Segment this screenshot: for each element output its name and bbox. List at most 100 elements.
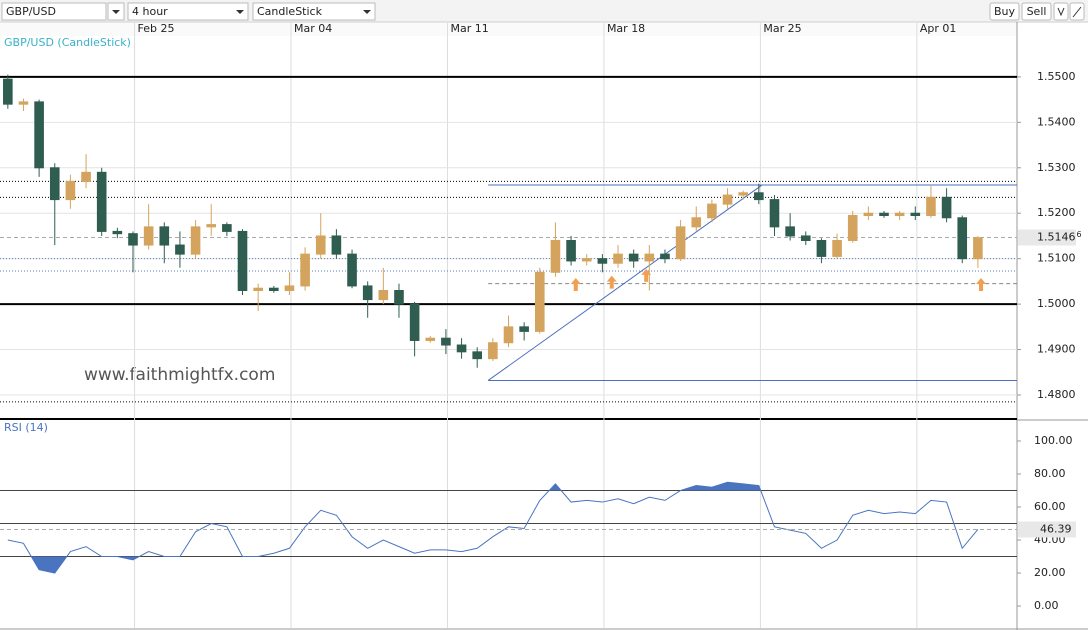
candle-body	[128, 233, 138, 246]
candle-body	[49, 167, 60, 201]
candle-body	[847, 215, 858, 241]
candle-body	[237, 230, 248, 291]
x-tick-label: Mar 04	[294, 22, 332, 35]
candle-body	[769, 199, 780, 228]
arrow-marker	[570, 277, 581, 291]
x-tick-label: Mar 18	[607, 22, 645, 35]
sell-label[interactable]: Sell	[1027, 5, 1047, 18]
y-tick-label: 1.5200	[1037, 206, 1076, 219]
candle-body	[707, 203, 717, 219]
indicator-button[interactable]	[1053, 2, 1069, 21]
candle-body	[519, 326, 529, 332]
candle-body	[660, 253, 670, 260]
candle-body	[691, 217, 702, 228]
candle-body	[315, 235, 326, 255]
rsi-title: RSI (14)	[4, 421, 48, 434]
candle-body	[613, 253, 623, 264]
trend-line	[487, 184, 763, 381]
buy-button[interactable]	[989, 2, 1020, 21]
y-tick-label: 20.00	[1034, 566, 1066, 579]
candle-body	[34, 101, 44, 169]
candle-body	[362, 285, 373, 301]
x-tick-label: Feb 25	[138, 22, 175, 35]
y-tick-label: 0.00	[1034, 599, 1059, 612]
candle-body	[785, 226, 795, 237]
y-tick-label: 1.4800	[1037, 388, 1076, 401]
rsi-current-label: 46.39	[1040, 522, 1072, 535]
y-tick-label: 1.5100	[1037, 252, 1076, 265]
timeframe-select[interactable]	[127, 2, 249, 21]
candle-body	[3, 78, 13, 105]
arrow-marker	[606, 275, 617, 289]
candle-body	[112, 230, 123, 235]
candle-body	[175, 244, 185, 255]
chart-type-select[interactable]	[252, 2, 376, 21]
candle-body	[472, 351, 483, 360]
candle-body	[581, 258, 592, 262]
dropdown-arrow	[112, 10, 120, 14]
symbol-box[interactable]	[1, 2, 107, 21]
candle-body	[18, 101, 29, 105]
candle-body	[65, 180, 76, 201]
candle-body	[894, 212, 905, 217]
candle-body	[159, 226, 170, 246]
candle-body	[597, 258, 608, 264]
candle-body	[284, 285, 295, 291]
sell-button[interactable]	[1021, 2, 1052, 21]
candle-body	[910, 212, 921, 217]
indicator-icon	[1057, 7, 1065, 17]
y-tick-label: 100.00	[1034, 434, 1073, 447]
candle-body	[206, 224, 217, 228]
candle-body	[378, 289, 389, 301]
rsi-line	[7, 481, 979, 574]
candle-body	[143, 226, 154, 246]
rsi-overbought-fill	[549, 482, 761, 491]
candle-body	[722, 194, 733, 205]
x-tick-label: Mar 25	[763, 22, 801, 35]
candle-body	[738, 192, 748, 196]
candle-body	[973, 237, 983, 260]
candle-body	[926, 196, 936, 217]
symbol[interactable]: GBP/USD	[6, 5, 56, 18]
candle-body	[863, 212, 874, 217]
candle-body	[628, 253, 639, 262]
current-price-label: 1.5146	[1037, 230, 1076, 243]
buy-label[interactable]: Buy	[994, 5, 1016, 18]
candle-body	[96, 171, 107, 232]
timeframe[interactable]: 4 hour	[132, 5, 168, 18]
dropdown-arrow	[363, 10, 371, 14]
candle-body	[957, 217, 968, 260]
candle-body	[81, 171, 91, 182]
x-tick-label: Mar 11	[450, 22, 488, 35]
candle-body	[456, 344, 467, 353]
candle-body	[941, 196, 952, 219]
arrow-marker	[976, 277, 987, 291]
dropdown-arrow	[236, 10, 244, 14]
candle-body	[269, 287, 279, 291]
candle-body	[347, 253, 357, 287]
candle-body	[566, 239, 576, 262]
candle-body	[409, 303, 420, 341]
chart-type[interactable]: CandleStick	[257, 5, 323, 18]
y-tick-label: 1.5000	[1037, 297, 1076, 310]
y-tick-label: 1.5300	[1037, 161, 1076, 174]
candle-body	[800, 235, 811, 241]
candle-body	[816, 239, 827, 257]
draw-icon	[1072, 6, 1082, 18]
candle-body	[503, 326, 514, 344]
candle-body	[331, 235, 342, 255]
candle-body	[425, 337, 436, 341]
arrow-marker	[641, 268, 652, 282]
candle-body	[488, 342, 498, 360]
candle-body	[534, 271, 545, 332]
candle-body	[441, 337, 451, 346]
rsi-current-box	[1018, 521, 1076, 538]
chart-title: GBP/USD (CandleStick)	[4, 36, 131, 49]
y-tick-label: 60.00	[1034, 500, 1066, 513]
candle-body	[644, 253, 655, 262]
candle-body	[832, 239, 842, 257]
candle-body	[754, 192, 764, 201]
candle-body	[675, 226, 686, 260]
